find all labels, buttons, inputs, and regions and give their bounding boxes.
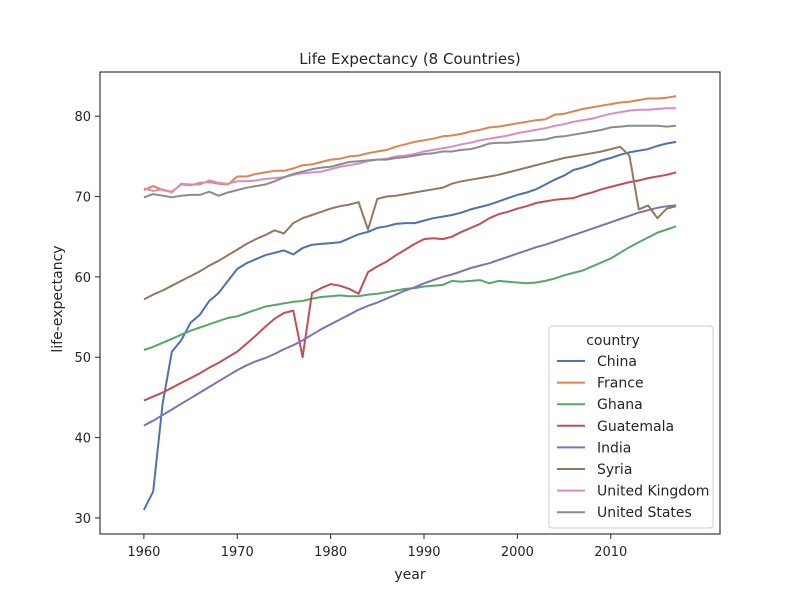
series-line-7 [143, 124, 677, 199]
x-tick-label: 2000 [501, 545, 534, 560]
x-tick-label: 1990 [407, 545, 440, 560]
chart-title: Life Expectancy (8 Countries) [299, 50, 521, 68]
x-tick-label: 1980 [314, 545, 347, 560]
legend-entry: United Kingdom [597, 484, 709, 500]
legend: country China France Ghana Guatemala India Syr… [548, 325, 714, 529]
y-tick-label: 80 [74, 110, 91, 125]
y-axis-label: life-expectancy [50, 245, 66, 352]
legend-entry: China [597, 354, 637, 370]
x-tick-label: 2010 [594, 545, 627, 560]
legend-entry: India [597, 440, 631, 456]
y-tick-label: 30 [74, 512, 91, 527]
series-line-1 [143, 95, 677, 193]
legend-entry: Ghana [597, 397, 643, 413]
y-tick-label: 50 [74, 351, 91, 366]
y-tick-label: 60 [74, 271, 91, 286]
plot-frame [99, 71, 721, 535]
legend-entry: Syria [597, 462, 632, 478]
y-axis: 30 40 50 60 70 80 [74, 110, 100, 527]
x-tick-label: 1960 [127, 545, 160, 560]
series-line-4 [143, 204, 677, 427]
legend-entry: France [597, 376, 644, 392]
legend-entry: Guatemala [597, 419, 674, 435]
plot-area [99, 71, 721, 535]
x-tick-label: 1970 [221, 545, 254, 560]
x-axis: 1960 1970 1980 1990 2000 2010 [127, 534, 627, 560]
series-line-0 [143, 140, 677, 511]
legend-entry: United States [597, 505, 692, 521]
legend-box [548, 325, 714, 529]
series-line-6 [143, 107, 677, 194]
x-axis-label: year [394, 567, 425, 583]
legend-title: country [586, 333, 640, 349]
series-line-5 [143, 145, 677, 301]
y-tick-label: 70 [74, 191, 91, 206]
series-line-3 [143, 171, 677, 402]
y-tick-label: 40 [74, 432, 91, 447]
